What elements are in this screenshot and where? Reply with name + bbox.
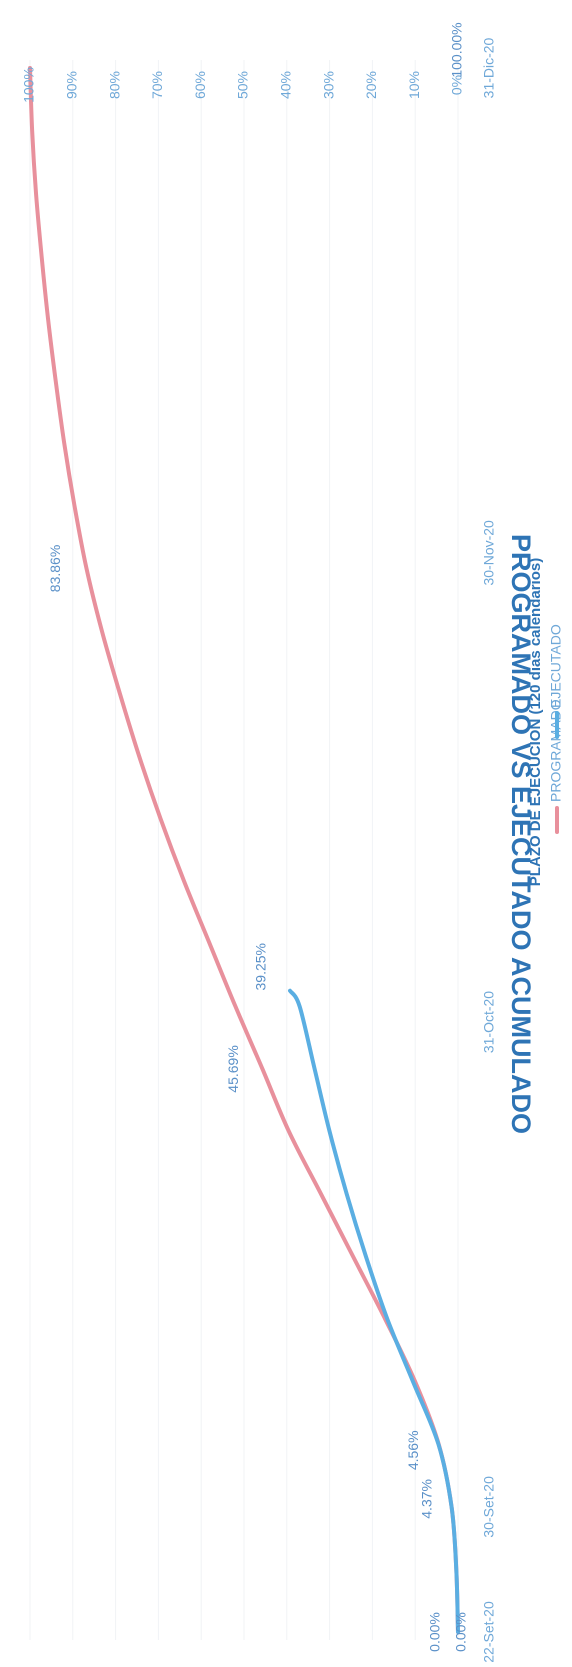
y-tick-label: 0% <box>449 75 465 95</box>
legend: PROGRAMADO EJECUTADO <box>548 624 564 834</box>
data-label: 0.00% <box>453 1612 469 1652</box>
data-label: 83.86% <box>47 545 63 592</box>
chart-grid <box>29 60 459 1640</box>
y-tick-label: 60% <box>192 71 208 99</box>
x-tick-label: 30-Set-20 <box>481 1476 497 1538</box>
data-label: 0.00% <box>427 1612 443 1652</box>
x-axis-ticks: 22-Set-20 30-Set-20 31-Oct-20 30-Nov-20 31-D… <box>481 37 497 1662</box>
legend-label-ejecutado: EJECUTADO <box>548 624 564 708</box>
y-tick-label: 30% <box>320 71 336 99</box>
y-tick-label: 50% <box>235 71 251 99</box>
y-tick-label: 90% <box>64 71 80 99</box>
data-label: 45.69% <box>225 1045 241 1092</box>
chart-title: PROGRAMADO VS EJECUTADO ACUMULADO <box>506 534 536 1134</box>
y-axis-ticks: 0% 10% 20% 30% 40% 50% 60% 70% 80% 90% 100% <box>21 67 465 103</box>
x-tick-label: 22-Set-20 <box>481 1601 497 1663</box>
legend-label-programado: PROGRAMADO <box>548 699 564 802</box>
y-tick-label: 40% <box>278 71 294 99</box>
y-tick-label: 10% <box>406 71 422 99</box>
data-label: 100.00% <box>449 22 465 77</box>
x-tick-label: 31-Oct-20 <box>481 991 497 1053</box>
data-label-layer: 0.00% 4.37% 45.69% 83.86% 100.00% 0.00% 4.56% 3… <box>47 22 469 1651</box>
y-tick-label: 100% <box>21 67 37 103</box>
y-tick-label: 70% <box>149 71 165 99</box>
data-label: 4.37% <box>418 1479 434 1519</box>
y-tick-label: 20% <box>363 71 379 99</box>
series-line-ejecutado <box>288 988 460 1634</box>
chart-series-layer <box>28 66 460 1634</box>
x-axis-label: PLAZO DE EJECUCION (120 dias calendarios… <box>527 558 544 886</box>
y-tick-label: 80% <box>106 71 122 99</box>
data-label: 4.56% <box>405 1430 421 1470</box>
x-tick-label: 30-Nov-20 <box>481 520 497 586</box>
data-label: 39.25% <box>253 943 269 990</box>
x-tick-label: 31-Dic-20 <box>481 37 497 98</box>
